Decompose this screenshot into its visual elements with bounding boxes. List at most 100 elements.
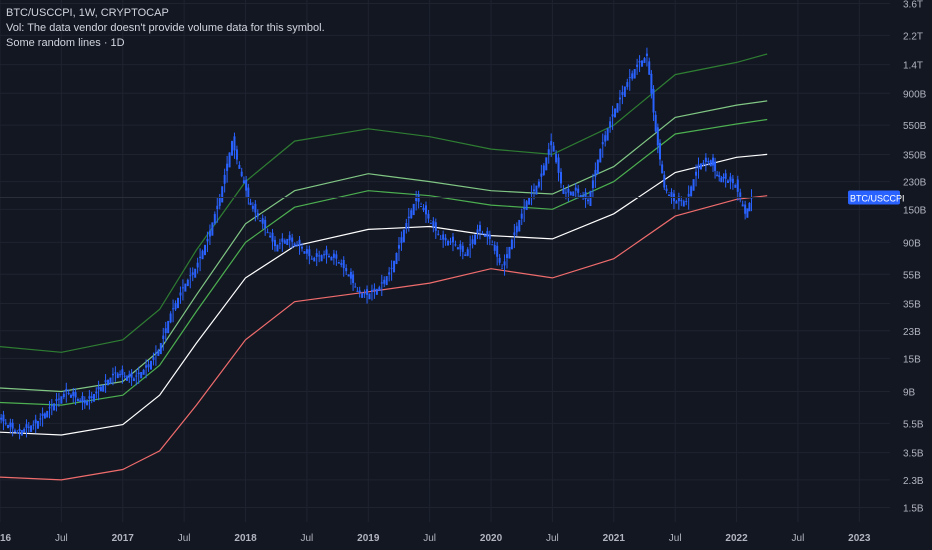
candle-body <box>498 257 501 263</box>
candle-body <box>305 249 308 254</box>
candle-body <box>501 267 504 269</box>
candle-body <box>370 289 373 292</box>
candle-body <box>90 396 93 398</box>
candle-body <box>716 174 719 177</box>
candle-body <box>142 369 145 375</box>
candle-body <box>572 191 575 197</box>
candle-body <box>611 114 614 117</box>
candle-body <box>375 288 378 295</box>
candle-body <box>65 388 68 392</box>
candle-body <box>204 244 207 256</box>
candle-body <box>154 352 157 354</box>
candle-body <box>628 77 631 79</box>
candle-body <box>199 256 202 259</box>
candle-body <box>427 213 430 219</box>
indicator-line-2 <box>0 100 768 393</box>
candle-body <box>729 176 732 182</box>
price-tag-label: BTC/USCCPI <box>850 194 905 204</box>
candle-body <box>23 428 26 433</box>
candle-body <box>601 142 604 145</box>
candle-body <box>191 272 194 275</box>
candle-body <box>95 391 98 394</box>
candle-body <box>16 432 19 434</box>
candle-body <box>72 391 75 396</box>
candle-body <box>164 328 167 334</box>
candle-body <box>643 58 646 64</box>
candle-body <box>345 267 348 272</box>
candle-body <box>325 249 328 256</box>
candle-body <box>638 61 641 63</box>
candle-body <box>535 185 538 195</box>
candle-body <box>128 374 131 378</box>
candle-body <box>420 205 423 207</box>
candle-body <box>60 396 63 404</box>
candle-body <box>119 374 122 376</box>
candle-body <box>373 288 376 291</box>
candle-body <box>145 365 148 368</box>
candle-body <box>685 201 688 203</box>
candle-body <box>493 245 496 251</box>
candle-body <box>383 279 386 284</box>
volume-note: Vol: The data vendor doesn't provide vol… <box>6 22 325 34</box>
grid-layer <box>0 0 890 522</box>
candle-body <box>194 268 197 278</box>
candle-body <box>218 197 221 207</box>
x-tick-label: Jul <box>300 533 313 544</box>
candle-body <box>385 276 388 286</box>
candle-body <box>125 376 128 381</box>
candle-body <box>281 238 284 242</box>
candle-body <box>330 256 333 261</box>
candle-body <box>152 357 155 360</box>
candle-body <box>478 225 481 232</box>
indicator-line-4 <box>0 153 768 436</box>
candle-body <box>584 192 587 200</box>
candle-body <box>231 141 234 156</box>
candle-body <box>342 259 345 269</box>
candle-body <box>201 250 204 260</box>
candle-body <box>323 254 326 256</box>
candle-body <box>564 192 567 194</box>
candle-body <box>86 400 89 406</box>
candle-body <box>102 384 105 392</box>
candle-body <box>424 205 427 215</box>
candle-body <box>186 279 189 287</box>
candle-body <box>27 426 30 428</box>
candle-body <box>123 375 126 377</box>
candle-body <box>206 238 209 242</box>
candle-body <box>464 254 467 257</box>
candle-body <box>278 243 281 245</box>
candle-body <box>690 186 693 197</box>
candle-body <box>318 255 321 257</box>
symbol-title[interactable]: BTC/USCCPI, 1W, CRYPTOCAP <box>6 7 169 19</box>
candle-body <box>474 234 477 245</box>
candle-body <box>545 157 548 171</box>
candle-body <box>354 286 357 288</box>
candle-body <box>652 88 655 113</box>
y-tick-label: 5.5B <box>903 419 924 430</box>
candle-body <box>668 194 671 196</box>
candle-body <box>505 254 508 258</box>
candle-body <box>264 219 267 229</box>
candle-body <box>251 205 254 209</box>
candle-body <box>449 241 452 243</box>
candle-body <box>744 204 747 214</box>
candle-body <box>137 372 140 375</box>
candle-body <box>692 179 695 191</box>
candle-body <box>266 232 269 234</box>
candle-body <box>739 192 742 200</box>
price-tag-box <box>848 190 900 205</box>
candle-body <box>528 197 531 205</box>
candle-body <box>337 261 340 264</box>
candle-body <box>444 237 447 241</box>
x-axis: 2016 Jul 2017 Jul 2018 Jul 2019 Jul 2020 Jul 2021 J… <box>0 533 871 544</box>
y-axis: 3.6T 2.2T 1.4T 900B 550B 350B 230B 150B 90B 55B 35… <box>903 0 927 515</box>
candle-body <box>437 233 440 235</box>
indicator-label[interactable]: Some random lines · 1D <box>6 37 125 49</box>
candle-body <box>645 53 648 57</box>
candle-body <box>184 283 187 292</box>
candle-body <box>533 189 535 192</box>
candle-body <box>256 213 259 217</box>
candle-body <box>249 202 252 206</box>
